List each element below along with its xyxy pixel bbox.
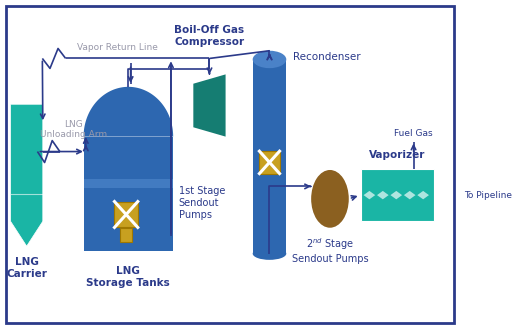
Ellipse shape — [311, 170, 349, 228]
Polygon shape — [404, 191, 416, 199]
Ellipse shape — [253, 247, 286, 260]
Bar — [253, 60, 286, 254]
Text: Recondenser: Recondenser — [293, 52, 360, 62]
Text: Fuel Gas: Fuel Gas — [394, 129, 433, 138]
Bar — [361, 169, 434, 221]
Polygon shape — [83, 87, 173, 137]
Polygon shape — [194, 74, 226, 137]
Bar — [115, 202, 138, 227]
Bar — [260, 151, 280, 174]
Text: LNG
Unloading Arm: LNG Unloading Arm — [40, 120, 107, 139]
Text: Vapor Return Line: Vapor Return Line — [77, 43, 158, 52]
Polygon shape — [11, 104, 43, 246]
Ellipse shape — [253, 51, 286, 68]
Bar — [83, 179, 173, 188]
Text: LNG
Carrier: LNG Carrier — [6, 257, 47, 279]
Bar — [120, 228, 133, 242]
Polygon shape — [364, 191, 375, 199]
Text: 1st Stage
Sendout
Pumps: 1st Stage Sendout Pumps — [179, 187, 225, 220]
Text: Boil-Off Gas
Compressor: Boil-Off Gas Compressor — [175, 25, 245, 47]
Polygon shape — [391, 191, 402, 199]
Text: To Pipeline: To Pipeline — [464, 190, 512, 200]
Bar — [83, 137, 173, 251]
Polygon shape — [377, 191, 389, 199]
Text: Vaporizer: Vaporizer — [370, 150, 426, 160]
Text: 2$^{nd}$ Stage
Sendout Pumps: 2$^{nd}$ Stage Sendout Pumps — [292, 237, 368, 264]
Text: LNG
Storage Tanks: LNG Storage Tanks — [87, 266, 170, 288]
Polygon shape — [417, 191, 429, 199]
